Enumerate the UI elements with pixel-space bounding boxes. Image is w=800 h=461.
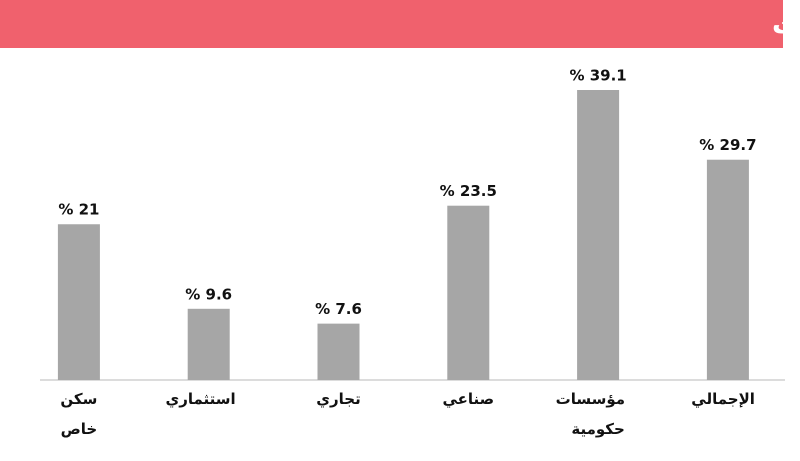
category-label: الإجمالي: [691, 390, 755, 408]
bar: [187, 308, 230, 380]
category-label: استثماري: [165, 390, 236, 408]
bar: [57, 224, 100, 380]
bar: [706, 159, 749, 380]
bar: [317, 323, 360, 380]
value-label: % 21: [58, 201, 99, 219]
title-banner: [0, 0, 783, 48]
value-label: % 9.6: [185, 285, 232, 303]
value-label: % 7.6: [315, 300, 362, 318]
category-label: صناعي: [442, 390, 495, 408]
value-label: % 23.5: [440, 182, 497, 200]
bar: [577, 90, 620, 380]
value-label: % 39.1: [569, 67, 626, 85]
chart-title: نسبة الأراضي الشاغرة عبر مختلف الفئات: [772, 8, 800, 41]
category-label: تجاري: [316, 390, 361, 408]
value-label: % 29.7: [699, 136, 756, 154]
bar: [447, 205, 490, 380]
category-label: مؤسسات حكومية: [555, 390, 626, 438]
category-label: سكن خاص: [60, 390, 98, 438]
